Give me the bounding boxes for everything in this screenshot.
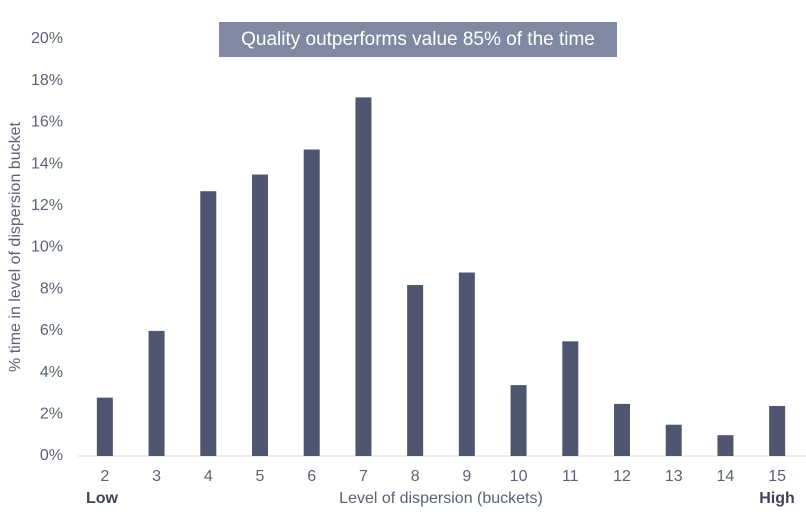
- chart-title: Quality outperforms value 85% of the tim…: [241, 29, 595, 50]
- bar: [614, 403, 630, 456]
- x-tick-label: 7: [359, 468, 368, 485]
- bar: [717, 435, 734, 456]
- bar: [355, 97, 372, 456]
- y-tick-label: 8%: [40, 280, 63, 297]
- bar: [407, 285, 424, 456]
- bar: [303, 149, 320, 456]
- title-box: [219, 22, 617, 57]
- x-tick-label: 12: [613, 468, 631, 485]
- bar: [665, 424, 682, 456]
- y-tick-label: 18%: [31, 72, 63, 89]
- x-tick-label: 2: [100, 468, 109, 485]
- x-tick-label: 6: [307, 468, 316, 485]
- bar: [458, 272, 475, 456]
- bar: [96, 397, 113, 456]
- bar: [200, 191, 217, 456]
- y-axis-label: % time in level of dispersion bucket: [7, 122, 24, 372]
- x-tick-label: 9: [462, 468, 471, 485]
- y-tick-label: 0%: [40, 447, 63, 464]
- x-tick-label: 15: [768, 468, 786, 485]
- x-axis-label: Level of dispersion (buckets): [339, 490, 543, 507]
- y-tick-label: 2%: [40, 406, 63, 423]
- annotation: High: [759, 490, 795, 507]
- bar: [769, 405, 786, 456]
- x-tick-label: 5: [256, 468, 265, 485]
- y-tick-label: 14%: [31, 155, 63, 172]
- x-tick-label: 4: [204, 468, 213, 485]
- x-tick-label: 11: [562, 468, 579, 485]
- y-tick-label: 16%: [31, 114, 63, 131]
- annotation: Low: [86, 490, 119, 507]
- x-tick-label: 13: [665, 468, 683, 485]
- y-tick-label: 4%: [40, 364, 63, 381]
- bar: [562, 341, 579, 456]
- y-tick-label: 10%: [31, 239, 63, 256]
- y-tick-label: 20%: [31, 30, 63, 47]
- x-tick-label: 3: [152, 468, 161, 485]
- bar: [252, 174, 268, 456]
- x-tick-label: 8: [411, 468, 420, 485]
- x-tick-label: 10: [510, 468, 528, 485]
- bar: [148, 330, 165, 456]
- x-tick-label: 14: [717, 468, 735, 485]
- y-tick-label: 6%: [40, 322, 63, 339]
- y-tick-label: 12%: [31, 197, 63, 214]
- bar: [510, 385, 527, 456]
